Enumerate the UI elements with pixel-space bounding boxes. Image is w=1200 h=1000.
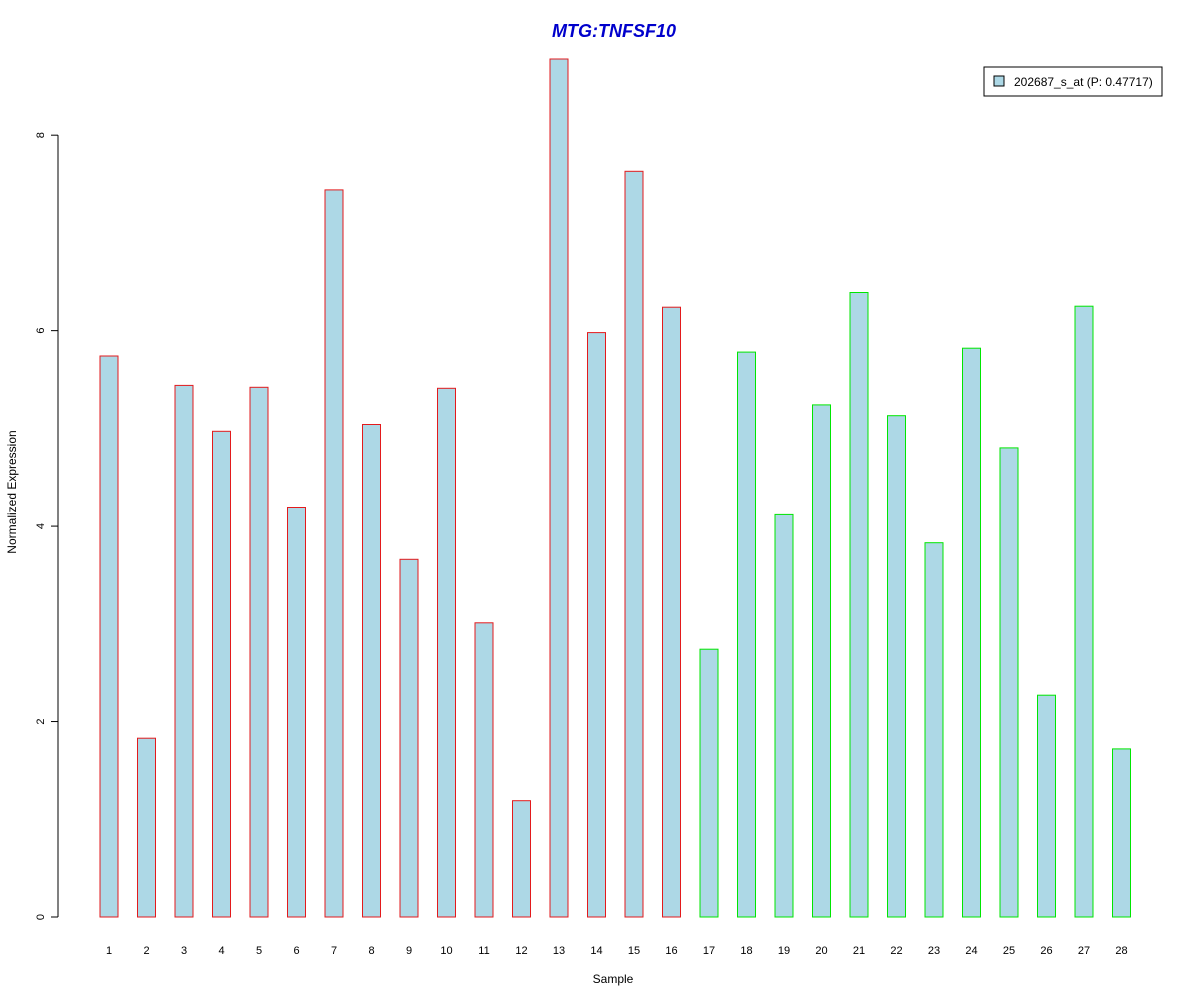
x-tick-label: 28	[1115, 945, 1127, 957]
chart-title: MTG:TNFSF10	[552, 21, 676, 41]
x-tick-label: 1	[106, 945, 112, 957]
bar-sample-19	[774, 513, 794, 918]
y-axis-label: Normalized Expression	[5, 430, 19, 553]
bar-sample-28	[1112, 748, 1131, 918]
x-tick-label: 8	[368, 945, 374, 957]
x-tick-label: 6	[293, 945, 299, 957]
x-tick-label: 18	[740, 945, 752, 957]
bar-sample-11	[474, 622, 494, 918]
bar-sample-26	[1037, 694, 1056, 918]
x-tick-label: 5	[256, 945, 262, 957]
bar-sample-12	[512, 800, 531, 918]
legend-swatch	[993, 75, 1005, 87]
x-tick-label: 11	[478, 945, 489, 957]
y-tick-label: 2	[35, 718, 47, 724]
x-tick-label: 21	[853, 945, 865, 957]
bar-sample-20	[812, 404, 831, 918]
bar-sample-5	[249, 386, 269, 918]
y-tick-label: 0	[35, 914, 47, 920]
x-tick-label: 2	[143, 945, 149, 957]
bar-sample-14	[587, 332, 606, 918]
x-tick-label: 23	[928, 945, 940, 957]
bar-sample-22	[887, 415, 906, 918]
x-tick-label: 17	[703, 945, 715, 957]
x-tick-label: 26	[1040, 945, 1052, 957]
bar-sample-3	[174, 384, 194, 918]
y-tick-label: 8	[35, 132, 47, 138]
x-tick-label: 12	[515, 945, 527, 957]
bars	[99, 58, 1131, 918]
x-tick-label: 10	[440, 945, 452, 957]
x-tick-label: 20	[815, 945, 827, 957]
x-axis-label: Sample	[593, 972, 634, 986]
legend: 202687_s_at (P: 0.47717)	[983, 66, 1163, 97]
x-axis-tick-labels: 1 2 3 4 5 6 7 8 9 10 11 12 13 14 15 16 17 18 19 20 21 22 23 24 2…	[106, 945, 1128, 957]
bar-sample-7	[324, 189, 344, 918]
bar-sample-17	[699, 648, 719, 918]
bar-sample-4	[212, 430, 231, 918]
legend-box	[983, 66, 1163, 97]
bar-sample-27	[1074, 305, 1094, 918]
bar-sample-13	[549, 58, 569, 918]
bar-sample-8	[362, 424, 381, 918]
x-tick-label: 9	[406, 945, 412, 957]
bar-sample-21	[849, 292, 869, 918]
y-tick-label: 4	[35, 523, 47, 529]
x-tick-label: 27	[1078, 945, 1090, 957]
x-tick-label: 3	[181, 945, 187, 957]
bar-sample-2	[137, 737, 156, 918]
bar-sample-18	[737, 351, 756, 918]
y-axis: 0 2 4 6 8	[35, 132, 59, 920]
bar-sample-16	[662, 306, 681, 918]
x-tick-label: 24	[965, 945, 977, 957]
bar-sample-25	[999, 447, 1019, 918]
x-tick-label: 14	[590, 945, 602, 957]
bar-sample-1	[99, 355, 119, 918]
x-tick-label: 19	[778, 945, 790, 957]
bar-sample-24	[962, 347, 981, 918]
x-tick-label: 25	[1003, 945, 1015, 957]
y-tick-label: 6	[35, 328, 47, 334]
x-tick-label: 15	[628, 945, 640, 957]
x-tick-label: 16	[665, 945, 677, 957]
bar-sample-6	[287, 507, 306, 918]
x-tick-label: 7	[331, 945, 337, 957]
bar-sample-9	[399, 558, 419, 918]
x-tick-label: 22	[890, 945, 902, 957]
x-tick-label: 13	[553, 945, 565, 957]
bar-sample-15	[624, 170, 644, 918]
x-tick-label: 4	[218, 945, 224, 957]
bar-sample-10	[437, 387, 456, 918]
legend-label: 202687_s_at (P: 0.47717)	[1014, 75, 1153, 89]
bar-sample-23	[924, 542, 944, 918]
